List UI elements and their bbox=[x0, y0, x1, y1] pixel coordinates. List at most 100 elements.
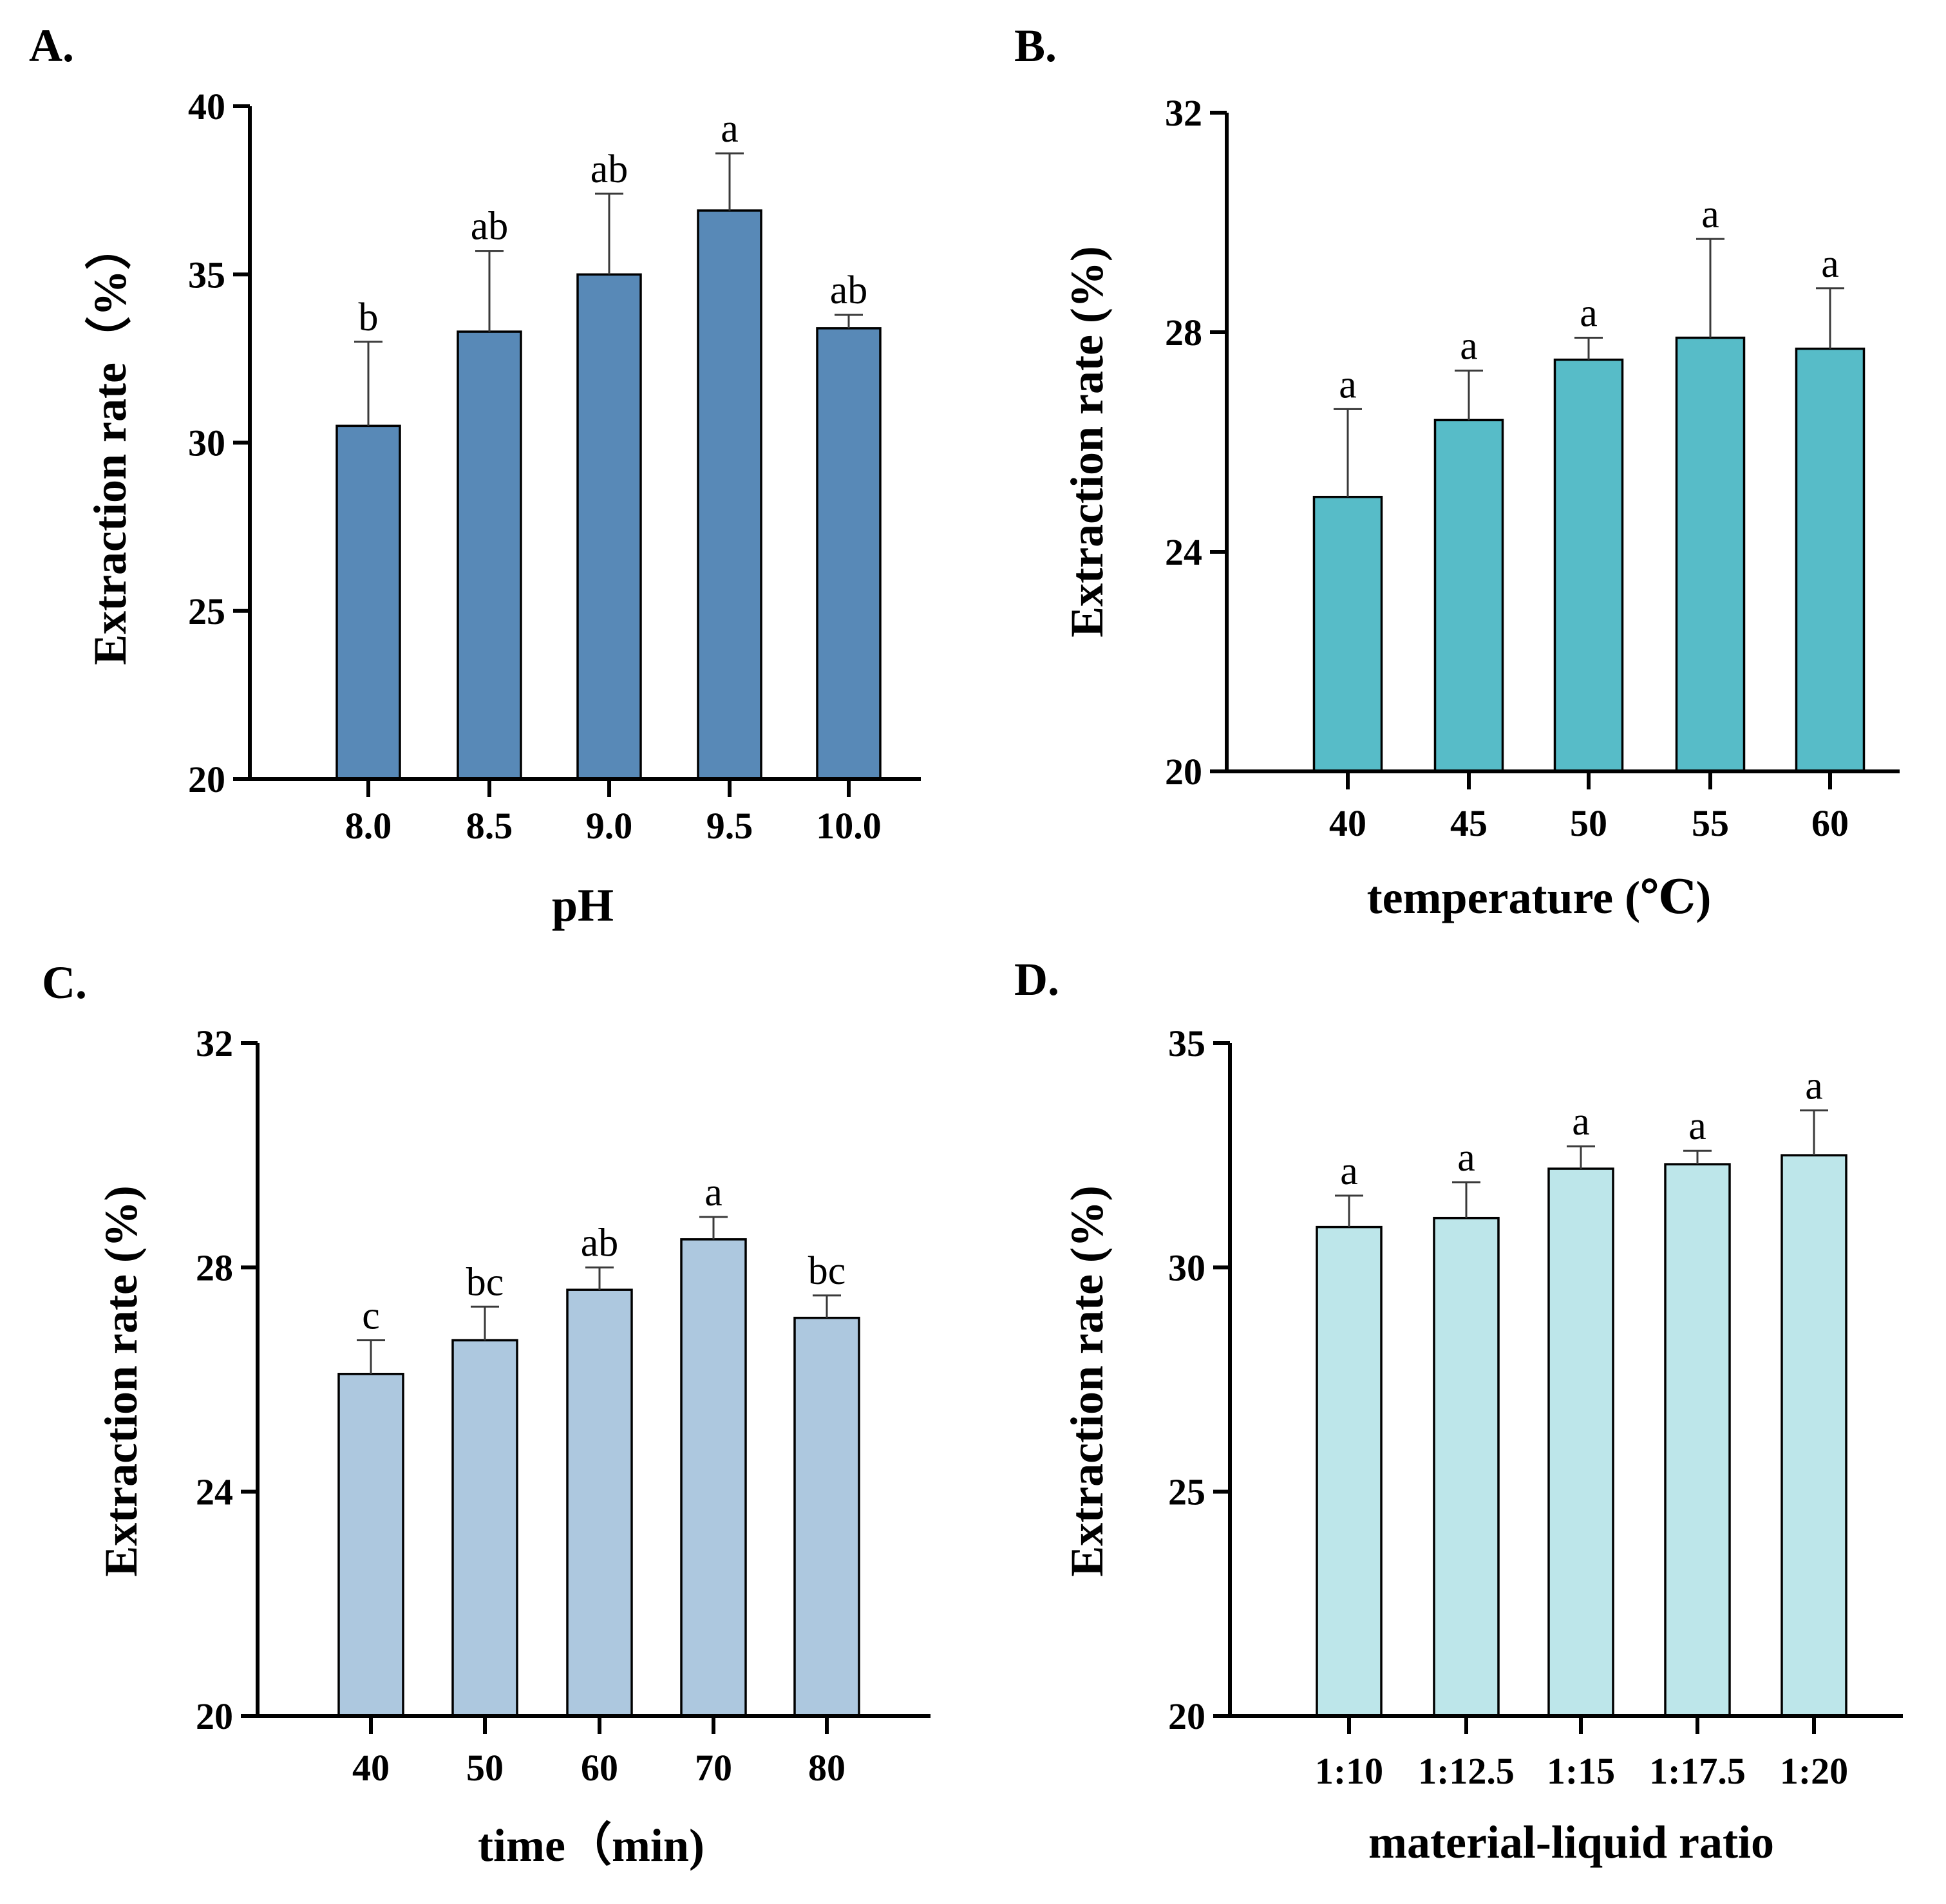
x-tick-label: 1:12.5 bbox=[1418, 1750, 1515, 1792]
x-tick-label: 70 bbox=[695, 1747, 732, 1789]
error-bar bbox=[1455, 370, 1483, 420]
error-bar bbox=[1452, 1181, 1480, 1218]
y-tick-label: 25 bbox=[188, 590, 225, 632]
panel-label: A. bbox=[29, 20, 74, 71]
significance-label: a bbox=[704, 1171, 723, 1214]
y-tick-label: 35 bbox=[188, 254, 225, 296]
panel-label: B. bbox=[1014, 20, 1057, 71]
bar bbox=[697, 209, 762, 780]
error-bar bbox=[1800, 1109, 1828, 1156]
y-tick-label: 24 bbox=[196, 1471, 233, 1513]
error-bar bbox=[1696, 238, 1724, 338]
significance-label: ab bbox=[581, 1221, 619, 1265]
error-bar bbox=[699, 1216, 728, 1239]
significance-label: a bbox=[1572, 1100, 1590, 1144]
significance-label: a bbox=[1805, 1064, 1823, 1108]
x-tick-label: 45 bbox=[1450, 802, 1488, 844]
y-axis-title: Extraction rate (%) bbox=[1061, 1185, 1113, 1577]
bar bbox=[566, 1288, 633, 1717]
y-tick-label: 35 bbox=[1168, 1023, 1205, 1064]
y-tick-label: 20 bbox=[1165, 751, 1202, 793]
error-bar bbox=[1574, 337, 1603, 360]
error-bar bbox=[471, 1305, 499, 1341]
y-tick-label: 40 bbox=[188, 86, 225, 127]
bar bbox=[680, 1238, 747, 1717]
significance-label: b bbox=[359, 296, 379, 339]
error-bar bbox=[715, 152, 744, 211]
error-bar bbox=[813, 1294, 841, 1318]
x-axis-title: temperature (℃) bbox=[1367, 872, 1712, 923]
bar bbox=[1553, 358, 1624, 773]
bar bbox=[1316, 1225, 1383, 1717]
bar bbox=[816, 327, 882, 780]
significance-label: a bbox=[1460, 325, 1478, 368]
significance-label: ab bbox=[830, 269, 868, 312]
error-bar bbox=[595, 193, 623, 275]
bar bbox=[1675, 336, 1746, 773]
panel-d: D. a a a a a 20 25 30 35 1:10 1:12.5 1:15 1:17.5 1:20m… bbox=[1014, 954, 1903, 1868]
x-tick-label: 9.0 bbox=[586, 805, 633, 847]
error-bar bbox=[835, 314, 863, 328]
bar bbox=[1664, 1163, 1731, 1717]
error-bar bbox=[1683, 1149, 1712, 1165]
bar bbox=[337, 1373, 404, 1717]
y-tick-label: 24 bbox=[1165, 531, 1202, 573]
y-tick-label: 28 bbox=[196, 1247, 233, 1288]
x-tick-label: 1:20 bbox=[1780, 1750, 1848, 1792]
bar bbox=[793, 1316, 860, 1717]
bar bbox=[1781, 1154, 1847, 1717]
x-tick-label: 8.0 bbox=[345, 805, 392, 847]
significance-label: ab bbox=[471, 205, 509, 249]
bar bbox=[335, 424, 401, 780]
error-bar bbox=[1816, 287, 1844, 349]
significance-label: bc bbox=[466, 1260, 504, 1304]
y-axis-title: Extraction rate (%) bbox=[1061, 246, 1113, 637]
bar bbox=[1795, 347, 1866, 773]
bar bbox=[1547, 1167, 1614, 1717]
x-axis-title: pH bbox=[552, 880, 614, 931]
x-tick-label: 60 bbox=[1811, 802, 1849, 844]
x-tick-label: 55 bbox=[1692, 802, 1729, 844]
significance-label: a bbox=[1457, 1136, 1475, 1180]
significance-label: a bbox=[1821, 242, 1839, 286]
panel-label: C. bbox=[42, 957, 87, 1008]
significance-label: a bbox=[1339, 363, 1357, 406]
x-tick-label: 60 bbox=[581, 1747, 618, 1789]
x-tick-label: 50 bbox=[1570, 802, 1607, 844]
x-tick-label: 40 bbox=[1329, 802, 1366, 844]
error-bar bbox=[585, 1266, 614, 1290]
y-tick-label: 32 bbox=[1165, 92, 1202, 134]
x-tick-label: 9.5 bbox=[706, 805, 753, 847]
error-bar bbox=[1567, 1145, 1595, 1169]
error-bar bbox=[354, 341, 383, 426]
x-tick-label: 8.5 bbox=[466, 805, 513, 847]
y-tick-label: 20 bbox=[1168, 1695, 1205, 1737]
significance-label: bc bbox=[808, 1249, 846, 1293]
significance-label: ab bbox=[590, 147, 628, 191]
y-axis-title: Extraction rate（%） bbox=[84, 223, 136, 665]
bar bbox=[1312, 496, 1383, 773]
bar bbox=[451, 1339, 518, 1717]
panel-a: A. b ab ab a ab 20 25 30 35 40 8.0 8.5 9.0 9.5 10.0 pH Ex… bbox=[29, 20, 921, 931]
x-axis-title: material-liquid ratio bbox=[1368, 1816, 1774, 1868]
significance-label: a bbox=[1688, 1104, 1706, 1148]
panel-c: C. c bc ab a bc 20 24 28 32 40 50 60 70 80 time（min) Ext… bbox=[42, 957, 930, 1871]
x-tick-label: 50 bbox=[466, 1747, 504, 1789]
bar bbox=[576, 273, 642, 780]
error-bar bbox=[475, 250, 504, 332]
y-tick-label: 20 bbox=[188, 759, 225, 800]
panel-label: D. bbox=[1014, 954, 1059, 1005]
bar bbox=[1433, 419, 1504, 773]
x-tick-label: 80 bbox=[808, 1747, 845, 1789]
y-tick-label: 28 bbox=[1165, 312, 1202, 353]
y-tick-label: 32 bbox=[196, 1023, 233, 1064]
error-bar bbox=[1335, 1194, 1363, 1227]
x-tick-label: 1:17.5 bbox=[1649, 1750, 1746, 1792]
x-axis-title: time（min) bbox=[478, 1820, 704, 1871]
error-bar bbox=[1334, 408, 1362, 497]
bar bbox=[1433, 1216, 1500, 1717]
x-tick-label: 40 bbox=[352, 1747, 390, 1789]
x-tick-label: 10.0 bbox=[816, 805, 882, 847]
panel-b: B. a a a a a 20 24 28 32 40 45 50 55 60 temperature (℃)… bbox=[1014, 20, 1900, 923]
